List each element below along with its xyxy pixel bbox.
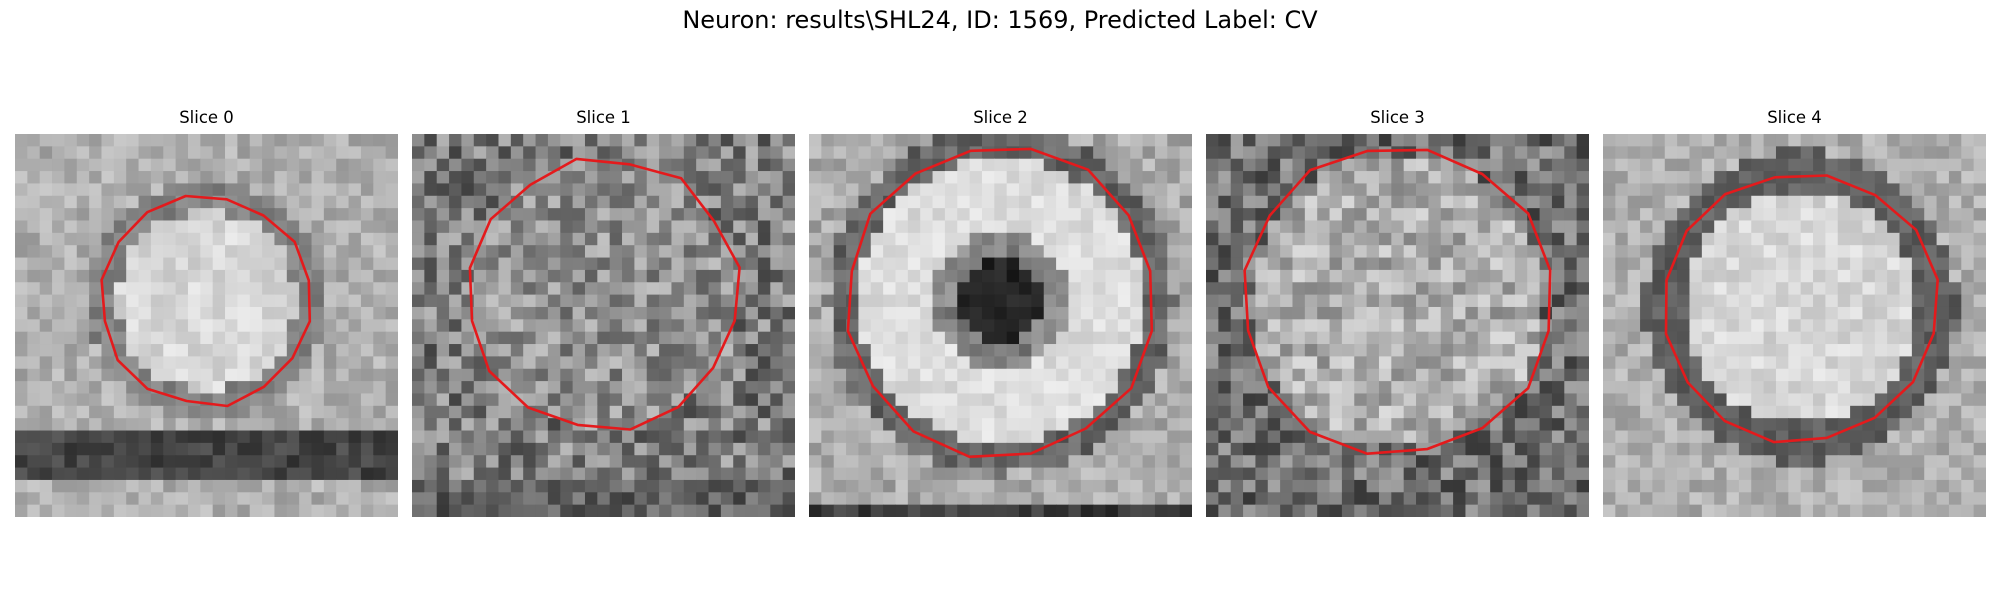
panel-title: Slice 2	[973, 108, 1028, 127]
contour-outline	[100, 194, 312, 408]
panel-title: Slice 0	[179, 108, 234, 127]
contour-outline	[846, 147, 1154, 459]
figure-title: Neuron: results\SHL24, ID: 1569, Predict…	[682, 6, 1318, 34]
slice-image	[412, 134, 795, 517]
contour-outline	[468, 157, 741, 431]
slice-image	[15, 134, 398, 517]
slice-image	[809, 134, 1192, 517]
panel-title: Slice 1	[576, 108, 631, 127]
contour-outline	[1664, 174, 1940, 444]
slice-image	[1206, 134, 1589, 517]
contour-outline	[1243, 148, 1552, 456]
panel-title: Slice 3	[1370, 108, 1425, 127]
slice-image	[1603, 134, 1986, 517]
panel-title: Slice 4	[1767, 108, 1822, 127]
